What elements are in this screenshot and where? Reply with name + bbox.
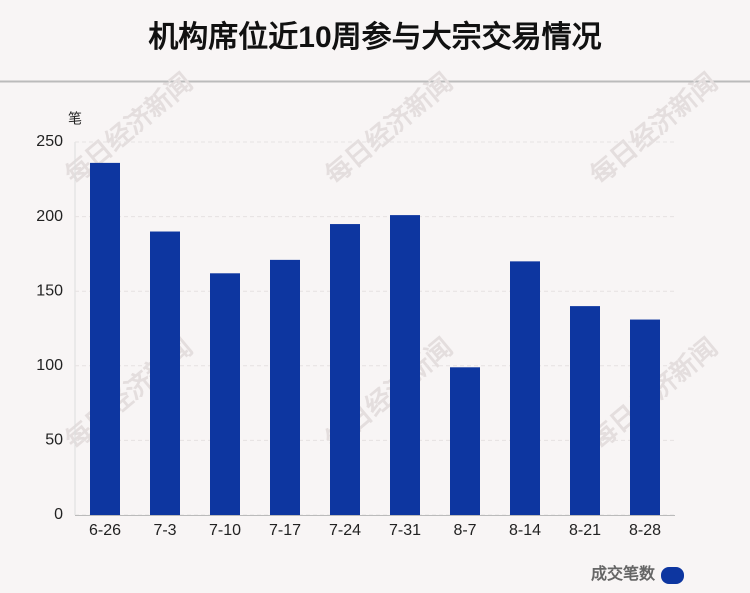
x-tick-label: 7-10 bbox=[209, 522, 241, 539]
x-tick-label: 8-21 bbox=[569, 522, 601, 539]
y-axis-label: 笔 bbox=[68, 111, 82, 127]
bar bbox=[630, 319, 660, 515]
bar bbox=[270, 259, 300, 515]
bar bbox=[390, 215, 420, 515]
x-tick-label: 7-31 bbox=[389, 522, 421, 539]
x-tick-label: 8-14 bbox=[509, 522, 541, 539]
legend-label: 成交笔数 bbox=[591, 564, 656, 583]
x-tick-label: 8-28 bbox=[629, 522, 661, 539]
y-tick-label: 0 bbox=[54, 506, 63, 523]
y-tick-label: 100 bbox=[36, 357, 63, 374]
y-tick-label: 250 bbox=[36, 133, 63, 150]
x-tick-label: 7-3 bbox=[153, 522, 176, 539]
x-tick-label: 8-7 bbox=[453, 522, 476, 539]
legend-swatch bbox=[661, 567, 684, 584]
bar bbox=[450, 367, 480, 515]
bar bbox=[150, 231, 180, 515]
y-tick-label: 50 bbox=[45, 432, 63, 449]
bar bbox=[510, 261, 540, 515]
x-tick-label: 7-24 bbox=[329, 522, 361, 539]
y-tick-label: 200 bbox=[36, 208, 63, 225]
bar bbox=[210, 273, 240, 515]
chart-title: 机构席位近10周参与大宗交易情况 bbox=[148, 20, 601, 54]
bar bbox=[330, 224, 360, 515]
x-tick-label: 7-17 bbox=[269, 522, 301, 539]
y-tick-label: 150 bbox=[36, 282, 63, 299]
bar bbox=[570, 306, 600, 515]
x-tick-label: 6-26 bbox=[89, 522, 121, 539]
bar bbox=[90, 162, 120, 515]
